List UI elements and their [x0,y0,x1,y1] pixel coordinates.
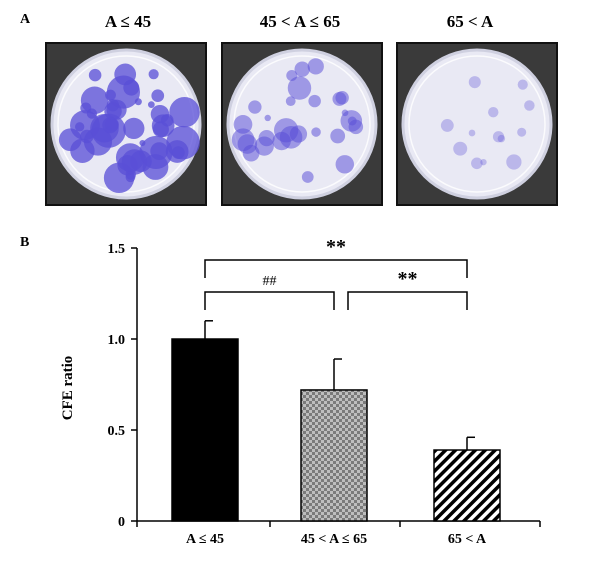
significance-bracket-3: ** [204,236,468,278]
group-title-1: A ≤ 45 [104,12,152,31]
bar-1 [171,338,239,522]
y-tick-label: 1.0 [108,333,126,348]
error-bar-1 [204,320,213,339]
group-title-3: 65 < A [446,12,494,31]
significance-label-1: ## [263,274,277,289]
panel-a-label: A [20,12,31,27]
y-tick-label: 0.5 [108,424,126,439]
significance-bracket-1: ## [204,274,335,310]
x-tick-label: 65 < A [448,532,487,547]
bar-2 [300,389,368,522]
y-tick-label: 0 [118,515,125,530]
x-tick-label: A ≤ 45 [186,532,224,547]
culture-dish-photo-1 [45,42,207,206]
cfe-bar-chart: B CFE ratio 0 0.5 1.0 1.5 A ≤ 45 45 < A ≤ 65… [20,235,541,547]
error-bar-3 [466,436,475,451]
panel-b-label: B [20,235,29,250]
x-tick-label: 45 < A ≤ 65 [301,532,367,547]
error-bar-2 [333,358,342,390]
bar-3 [433,449,501,522]
significance-label-2: ** [398,268,418,290]
y-tick-label: 1.5 [108,242,126,257]
significance-bracket-2: ** [347,268,468,310]
group-title-2: 45 < A ≤ 65 [259,12,341,31]
y-axis-label: CFE ratio [60,356,76,421]
culture-dish-photo-2 [221,42,383,206]
culture-dish-photo-3 [396,42,558,206]
significance-label-3: ** [326,236,346,258]
